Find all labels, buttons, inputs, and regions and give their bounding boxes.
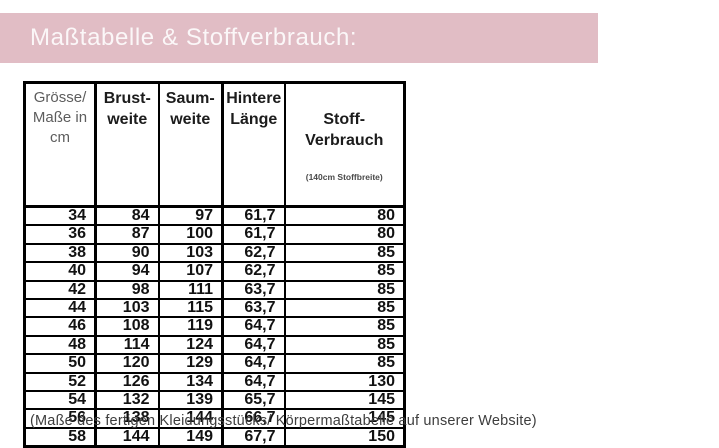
table-cell: 64,7 — [221, 371, 285, 392]
table-cell: 61,7 — [221, 224, 285, 245]
table-cell: 64,7 — [221, 353, 285, 374]
table-cell: 108 — [94, 316, 159, 337]
table-cell: 50 — [23, 353, 97, 374]
table-cell: 54 — [23, 389, 97, 411]
table-cell: 85 — [283, 279, 406, 300]
table-cell: 52 — [23, 371, 97, 392]
page-title: Maßtabelle & Stoffverbrauch: — [30, 24, 358, 51]
table-cell: 84 — [94, 205, 159, 227]
table-cell: 120 — [94, 353, 159, 374]
table-row: 50 120 129 64,7 85 — [23, 353, 406, 374]
col-header-hintere-laenge: Hintere Länge — [221, 81, 285, 208]
table-cell: 115 — [157, 297, 224, 319]
table-cell: 134 — [157, 371, 224, 392]
table-cell: 97 — [157, 205, 224, 227]
table-row: 40 94 107 62,7 85 — [23, 261, 406, 282]
table-cell: 36 — [23, 224, 97, 245]
table-cell: 103 — [157, 242, 224, 264]
table-cell: 87 — [94, 224, 159, 245]
table-cell: 119 — [157, 316, 224, 337]
table-cell: 139 — [157, 389, 224, 411]
table-cell: 129 — [157, 353, 224, 374]
table-cell: 63,7 — [221, 279, 285, 300]
table-cell: 63,7 — [221, 297, 285, 319]
table-cell: 124 — [157, 334, 224, 356]
table-row: 46 108 119 64,7 85 — [23, 316, 406, 337]
table-cell: 80 — [283, 224, 406, 245]
table-row: 56 138 144 66,7 145 — [23, 408, 406, 429]
col-header-stoffverbrauch-label: Stoff-Verbrauch — [305, 111, 384, 150]
table-cell: 145 — [283, 408, 406, 429]
table-row: 44 103 115 63,7 85 — [23, 297, 406, 319]
table-cell: 46 — [23, 316, 97, 337]
table-cell: 64,7 — [221, 334, 285, 356]
table-cell: 85 — [283, 316, 406, 337]
table-cell: 90 — [94, 242, 159, 264]
table-cell: 58 — [23, 426, 97, 448]
table-cell: 85 — [283, 353, 406, 374]
table-row: 54 132 139 65,7 145 — [23, 389, 406, 411]
table-cell: 67,7 — [221, 426, 285, 448]
table-cell: 65,7 — [221, 389, 285, 411]
col-header-saumweite: Saum- weite — [157, 81, 224, 208]
table-cell: 85 — [283, 242, 406, 264]
table-cell: 144 — [94, 426, 159, 448]
table-row: 38 90 103 62,7 85 — [23, 242, 406, 264]
table-cell: 126 — [94, 371, 159, 392]
col-header-stoffbreite-sublabel: (140cm Stoffbreite) — [305, 172, 383, 183]
table-cell: 130 — [283, 371, 406, 392]
table-cell: 150 — [283, 426, 406, 448]
table-cell: 62,7 — [221, 261, 285, 282]
table-cell: 144 — [157, 408, 224, 429]
table-cell: 48 — [23, 334, 97, 356]
table-cell: 132 — [94, 389, 159, 411]
table-cell: 44 — [23, 297, 97, 319]
table-cell: 114 — [94, 334, 159, 356]
table-row: 34 84 97 61,7 80 — [23, 205, 406, 227]
table-cell: 85 — [283, 334, 406, 356]
table-body: 34 84 97 61,7 80 36 87 100 61,7 80 38 90 103 62,7 85 40… — [23, 205, 406, 448]
table-cell: 62,7 — [221, 242, 285, 264]
table-cell: 42 — [23, 279, 97, 300]
table-cell: 149 — [157, 426, 224, 448]
col-header-brustweite: Brust- weite — [94, 81, 159, 208]
size-table: Grösse/ Maße in cm Brust- weite Saum- we… — [23, 81, 406, 448]
table-cell: 61,7 — [221, 205, 285, 227]
table-caption: (Maße des fertigen Kleidungsstücks/ Körp… — [30, 413, 537, 429]
table-cell: 145 — [283, 389, 406, 411]
col-header-stoffverbrauch: Stoff-Verbrauch (140cm Stoffbreite) — [283, 81, 406, 208]
table-row: 42 98 111 63,7 85 — [23, 279, 406, 300]
col-header-groesse: Grösse/ Maße in cm — [23, 81, 97, 208]
table-cell: 85 — [283, 297, 406, 319]
table-cell: 40 — [23, 261, 97, 282]
table-cell: 103 — [94, 297, 159, 319]
header-row: Grösse/ Maße in cm Brust- weite Saum- we… — [23, 81, 406, 208]
table-cell: 80 — [283, 205, 406, 227]
table-row: 36 87 100 61,7 80 — [23, 224, 406, 245]
table-cell: 34 — [23, 205, 97, 227]
table-cell: 66,7 — [221, 408, 285, 429]
table-row: 52 126 134 64,7 130 — [23, 371, 406, 392]
table-row: 48 114 124 64,7 85 — [23, 334, 406, 356]
table-cell: 98 — [94, 279, 159, 300]
table-cell: 94 — [94, 261, 159, 282]
table-cell: 64,7 — [221, 316, 285, 337]
table-cell: 111 — [157, 279, 224, 300]
table-cell: 107 — [157, 261, 224, 282]
table-cell: 100 — [157, 224, 224, 245]
table-cell: 38 — [23, 242, 97, 264]
table-cell: 85 — [283, 261, 406, 282]
table-row: 58 144 149 67,7 150 — [23, 426, 406, 448]
title-bar: Maßtabelle & Stoffverbrauch: — [0, 13, 598, 63]
table-cell: 56 — [23, 408, 97, 429]
